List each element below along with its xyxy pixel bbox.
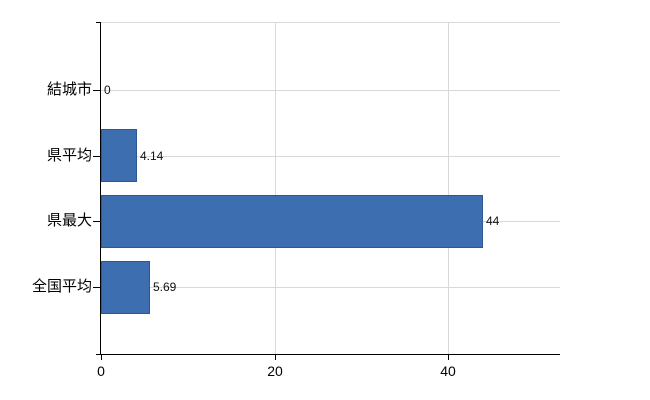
x-axis-tick <box>275 355 276 360</box>
y-axis-tick <box>93 221 101 222</box>
y-axis-end-tick <box>96 22 101 23</box>
plot-top-border <box>101 22 560 23</box>
bar <box>101 261 150 314</box>
bar-value-label: 0 <box>104 83 111 97</box>
bar <box>101 129 137 182</box>
x-axis-line <box>96 354 560 355</box>
gridline-vertical <box>448 23 449 354</box>
category-label: 県平均 <box>46 147 92 164</box>
x-tick-label: 20 <box>267 363 283 379</box>
y-axis-tick <box>93 156 101 157</box>
y-axis-tick <box>93 90 101 91</box>
gridline-horizontal <box>101 90 560 91</box>
category-label: 結城市 <box>46 81 92 98</box>
bar-value-label: 5.69 <box>153 280 177 294</box>
x-axis-tick <box>448 355 449 360</box>
bar-value-label: 44 <box>486 214 500 228</box>
x-tick-label: 40 <box>440 363 456 379</box>
gridline-horizontal <box>101 156 560 157</box>
bar-value-label: 4.14 <box>140 149 164 163</box>
x-axis-tick <box>101 355 102 360</box>
bar <box>101 195 483 248</box>
category-label: 県最大 <box>46 212 92 229</box>
gridline-vertical <box>274 23 276 354</box>
y-axis-tick <box>93 287 101 288</box>
gridline-horizontal <box>101 287 560 288</box>
x-tick-label: 0 <box>97 363 105 379</box>
category-label: 全国平均 <box>31 278 92 295</box>
y-axis-line <box>100 22 101 354</box>
